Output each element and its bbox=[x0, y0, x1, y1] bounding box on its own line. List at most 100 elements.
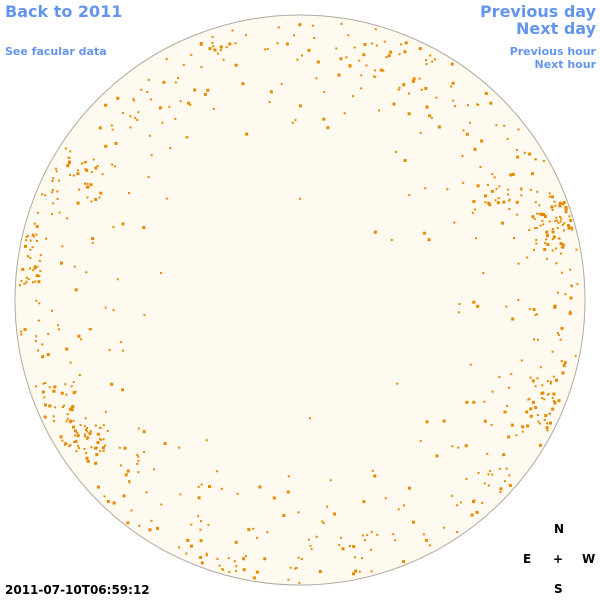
facula bbox=[147, 78, 150, 81]
facula bbox=[550, 205, 554, 209]
facula bbox=[258, 485, 262, 489]
facula bbox=[553, 305, 557, 309]
facula bbox=[111, 128, 114, 131]
facula bbox=[562, 201, 566, 205]
facula bbox=[234, 540, 238, 544]
facula bbox=[35, 335, 38, 338]
facula bbox=[472, 400, 476, 404]
facula bbox=[168, 105, 171, 108]
facula bbox=[200, 66, 203, 69]
previous-day-link[interactable]: Previous day bbox=[479, 2, 596, 21]
facula bbox=[142, 430, 146, 434]
facula bbox=[458, 303, 461, 305]
compass-north: N bbox=[554, 522, 565, 536]
facular-data-link[interactable]: See facular data bbox=[5, 45, 107, 58]
facula bbox=[560, 326, 564, 330]
facula bbox=[189, 103, 192, 106]
facula bbox=[35, 274, 39, 278]
facula bbox=[83, 182, 86, 185]
previous-hour-link[interactable]: Previous hour bbox=[509, 45, 596, 58]
facula bbox=[130, 509, 133, 512]
facula bbox=[66, 413, 69, 416]
facula bbox=[277, 26, 280, 29]
facula bbox=[27, 234, 29, 237]
facula bbox=[510, 372, 513, 375]
facula bbox=[199, 41, 203, 45]
facula bbox=[480, 139, 484, 143]
next-hour-link[interactable]: Next hour bbox=[534, 58, 597, 71]
facula bbox=[78, 374, 81, 376]
facula bbox=[35, 225, 39, 229]
facula bbox=[544, 241, 547, 244]
facula bbox=[133, 99, 136, 102]
facula bbox=[322, 522, 325, 525]
facula bbox=[461, 155, 464, 158]
back-link[interactable]: Back to 2011 bbox=[5, 2, 123, 21]
facula bbox=[45, 237, 48, 240]
facula bbox=[569, 268, 572, 271]
facula bbox=[61, 406, 64, 408]
next-day-link[interactable]: Next day bbox=[516, 19, 596, 38]
facula bbox=[529, 188, 532, 191]
facula bbox=[392, 533, 395, 536]
facula bbox=[506, 137, 509, 140]
facula bbox=[211, 35, 214, 38]
facula bbox=[53, 385, 57, 389]
facula bbox=[245, 555, 247, 558]
facula bbox=[338, 544, 341, 546]
facula bbox=[55, 170, 58, 173]
facula bbox=[536, 212, 539, 215]
facula bbox=[562, 223, 564, 226]
facula bbox=[374, 76, 377, 79]
facula bbox=[80, 162, 83, 165]
facula bbox=[477, 471, 480, 474]
facula bbox=[220, 487, 223, 490]
facula bbox=[95, 453, 99, 457]
facula bbox=[540, 391, 544, 395]
facula bbox=[481, 501, 484, 504]
facula bbox=[298, 581, 301, 584]
facula bbox=[531, 215, 535, 219]
facula bbox=[470, 513, 474, 517]
facula bbox=[551, 350, 554, 353]
facula bbox=[134, 116, 137, 119]
facula bbox=[212, 45, 215, 48]
facula bbox=[300, 558, 303, 560]
facula bbox=[25, 236, 28, 238]
facula bbox=[549, 421, 552, 425]
facula bbox=[348, 64, 352, 68]
facula bbox=[48, 404, 52, 408]
facula bbox=[553, 200, 556, 203]
facula bbox=[562, 202, 564, 205]
facula bbox=[489, 470, 492, 473]
facula bbox=[86, 427, 89, 429]
facula bbox=[85, 169, 88, 172]
facula bbox=[554, 204, 557, 207]
facula bbox=[321, 520, 324, 523]
facula bbox=[408, 486, 411, 490]
facula bbox=[353, 46, 356, 49]
facula bbox=[197, 496, 201, 500]
facula bbox=[412, 520, 415, 524]
facula bbox=[450, 85, 453, 88]
facula bbox=[309, 544, 312, 547]
facula bbox=[563, 222, 566, 225]
facula bbox=[502, 453, 506, 457]
solar-disc bbox=[14, 14, 586, 586]
facula bbox=[528, 152, 532, 156]
facula bbox=[90, 171, 93, 174]
facula bbox=[371, 469, 374, 472]
facula bbox=[56, 190, 59, 193]
facula bbox=[242, 568, 246, 572]
facula bbox=[298, 104, 302, 108]
facula bbox=[489, 101, 493, 105]
facula bbox=[297, 556, 300, 559]
facula bbox=[179, 100, 182, 103]
facula bbox=[422, 231, 426, 235]
facula bbox=[551, 249, 554, 252]
facula bbox=[59, 435, 63, 439]
facula bbox=[465, 400, 469, 404]
facula bbox=[35, 385, 38, 388]
facula bbox=[396, 382, 399, 385]
facula bbox=[119, 464, 122, 467]
